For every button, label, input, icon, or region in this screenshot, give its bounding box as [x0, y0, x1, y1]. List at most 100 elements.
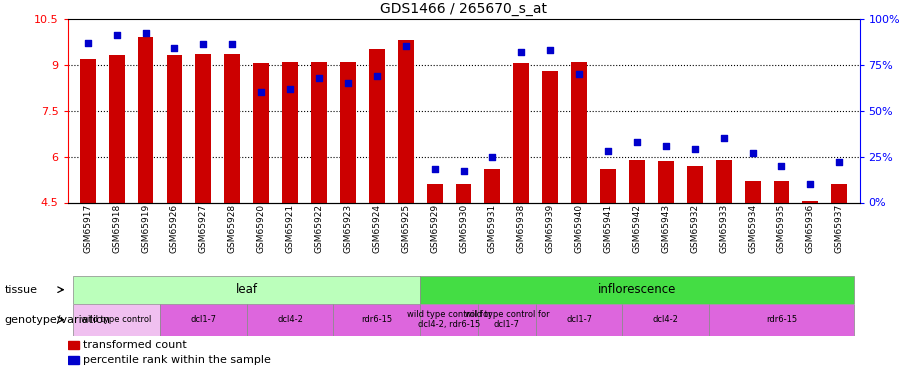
Point — [688, 146, 702, 152]
Bar — [716, 160, 732, 202]
Point — [311, 75, 326, 81]
Text: GSM65924: GSM65924 — [373, 204, 382, 253]
Point — [370, 73, 384, 79]
Bar — [572, 62, 587, 202]
Text: GSM65928: GSM65928 — [228, 204, 237, 253]
Point — [803, 181, 817, 187]
Text: GSM65925: GSM65925 — [401, 204, 410, 253]
Point — [428, 166, 442, 172]
Point — [399, 44, 413, 50]
Point — [167, 45, 182, 51]
Bar — [247, 304, 333, 336]
Bar — [543, 71, 558, 202]
Bar — [658, 161, 674, 202]
Bar — [340, 62, 356, 202]
Text: GSM65937: GSM65937 — [835, 204, 844, 253]
Bar — [536, 304, 623, 336]
Text: rdr6-15: rdr6-15 — [361, 315, 392, 324]
Text: GSM65930: GSM65930 — [459, 204, 468, 253]
Bar — [803, 201, 818, 202]
Point — [196, 42, 211, 48]
Bar — [73, 276, 420, 304]
Text: GSM65938: GSM65938 — [517, 204, 526, 253]
Bar — [369, 50, 384, 202]
Point — [139, 30, 153, 36]
Bar — [484, 169, 500, 202]
Point — [341, 80, 356, 86]
Bar — [420, 304, 478, 336]
Text: GSM65920: GSM65920 — [256, 204, 266, 253]
Point — [283, 86, 297, 92]
Text: rdr6-15: rdr6-15 — [766, 315, 797, 324]
Text: dcl1-7: dcl1-7 — [191, 315, 216, 324]
Bar — [160, 304, 247, 336]
Text: GSM65933: GSM65933 — [719, 204, 728, 253]
Text: wild type control: wild type control — [82, 315, 152, 324]
Bar — [80, 58, 95, 202]
Bar — [166, 56, 183, 202]
Point — [456, 168, 471, 174]
Text: inflorescence: inflorescence — [598, 283, 676, 296]
Point — [630, 139, 644, 145]
Text: GSM65943: GSM65943 — [662, 204, 670, 253]
Text: wild type control for
dcl1-7: wild type control for dcl1-7 — [464, 310, 549, 329]
Text: GSM65921: GSM65921 — [285, 204, 294, 253]
Bar — [478, 304, 536, 336]
Text: GSM65932: GSM65932 — [690, 204, 699, 253]
Title: GDS1466 / 265670_s_at: GDS1466 / 265670_s_at — [380, 2, 547, 16]
Bar — [224, 54, 240, 202]
Text: dcl4-2: dcl4-2 — [277, 315, 303, 324]
Text: GSM65941: GSM65941 — [604, 204, 613, 253]
Bar — [253, 63, 269, 202]
Bar — [68, 341, 79, 349]
Point — [225, 42, 239, 48]
Text: GSM65940: GSM65940 — [574, 204, 583, 253]
Bar — [109, 56, 124, 202]
Bar — [282, 62, 298, 202]
Text: GSM65942: GSM65942 — [633, 204, 642, 253]
Bar — [333, 304, 420, 336]
Bar — [311, 62, 327, 202]
Point — [543, 47, 557, 53]
Text: GSM65931: GSM65931 — [488, 204, 497, 253]
Bar — [138, 37, 154, 203]
Bar — [427, 184, 443, 203]
Bar — [73, 304, 160, 336]
Point — [110, 32, 124, 38]
Text: leaf: leaf — [236, 283, 257, 296]
Point — [716, 135, 731, 141]
Text: GSM65923: GSM65923 — [344, 204, 353, 253]
Text: GSM65926: GSM65926 — [170, 204, 179, 253]
Point — [659, 142, 673, 148]
Point — [514, 49, 528, 55]
Text: GSM65927: GSM65927 — [199, 204, 208, 253]
Bar — [629, 160, 645, 202]
Text: GSM65939: GSM65939 — [545, 204, 554, 253]
Point — [572, 71, 586, 77]
Bar — [744, 181, 760, 203]
Text: GSM65919: GSM65919 — [141, 204, 150, 253]
Text: GSM65922: GSM65922 — [314, 204, 323, 253]
Bar — [398, 40, 414, 203]
Text: dcl1-7: dcl1-7 — [566, 315, 592, 324]
Bar — [832, 184, 847, 203]
Text: wild type control for
dcl4-2, rdr6-15: wild type control for dcl4-2, rdr6-15 — [407, 310, 491, 329]
Text: GSM65918: GSM65918 — [112, 204, 122, 253]
Bar — [195, 54, 212, 202]
Point — [80, 40, 94, 46]
Bar — [600, 169, 616, 202]
Bar — [513, 63, 529, 202]
Point — [485, 154, 500, 160]
Bar — [455, 184, 472, 203]
Bar — [420, 276, 854, 304]
Bar — [709, 304, 854, 336]
Point — [601, 148, 616, 154]
Bar — [623, 304, 709, 336]
Text: GSM65935: GSM65935 — [777, 204, 786, 253]
Text: GSM65917: GSM65917 — [83, 204, 92, 253]
Text: percentile rank within the sample: percentile rank within the sample — [83, 355, 271, 365]
Text: dcl4-2: dcl4-2 — [652, 315, 679, 324]
Bar — [773, 181, 789, 203]
Text: tissue: tissue — [4, 285, 38, 295]
Text: transformed count: transformed count — [83, 340, 187, 350]
